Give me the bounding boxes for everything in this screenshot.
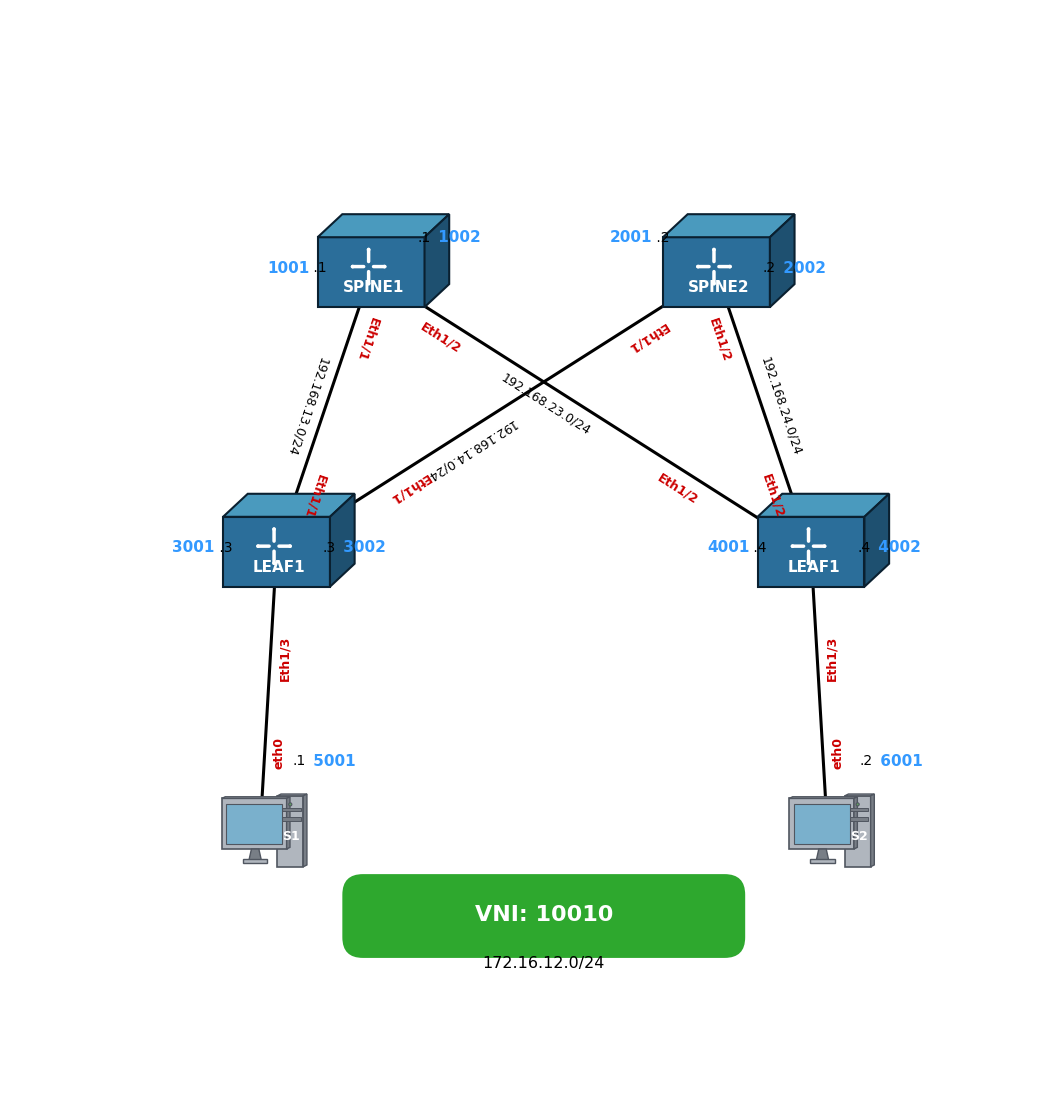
Text: 2002: 2002 — [778, 260, 827, 276]
Text: SPINE2: SPINE2 — [689, 280, 750, 295]
Text: Eth1/3: Eth1/3 — [825, 636, 838, 680]
Text: 192.168.24.0/24: 192.168.24.0/24 — [759, 355, 803, 457]
Bar — [243, 859, 267, 862]
Text: .2: .2 — [653, 230, 669, 245]
Polygon shape — [865, 494, 889, 586]
Circle shape — [856, 803, 859, 806]
Polygon shape — [663, 237, 770, 307]
Text: 172.16.12.0/24: 172.16.12.0/24 — [483, 956, 605, 971]
Polygon shape — [303, 794, 307, 867]
Polygon shape — [789, 799, 854, 849]
Text: .3: .3 — [323, 541, 335, 555]
Text: eth0: eth0 — [831, 737, 845, 768]
Text: LEAF1: LEAF1 — [253, 560, 306, 574]
Bar — [280, 808, 300, 811]
Polygon shape — [330, 494, 354, 586]
Bar — [794, 804, 850, 843]
Text: .2: .2 — [859, 754, 872, 768]
Polygon shape — [223, 517, 330, 586]
Text: Eth1/3: Eth1/3 — [279, 636, 292, 680]
Text: SPINE1: SPINE1 — [343, 280, 404, 295]
FancyBboxPatch shape — [343, 875, 745, 958]
Polygon shape — [816, 849, 829, 860]
Text: 3002: 3002 — [338, 541, 386, 555]
Text: .4: .4 — [857, 541, 870, 555]
Polygon shape — [317, 214, 449, 237]
Text: .1: .1 — [417, 230, 431, 245]
Text: Eth1/2: Eth1/2 — [760, 472, 786, 519]
Text: VNI: 10010: VNI: 10010 — [474, 905, 613, 925]
Text: Eth1/1: Eth1/1 — [354, 316, 381, 363]
Polygon shape — [223, 494, 354, 517]
Text: 6001: 6001 — [875, 754, 923, 768]
Polygon shape — [286, 796, 290, 849]
Text: .1: .1 — [292, 754, 306, 768]
Text: Eth1/2: Eth1/2 — [418, 321, 464, 355]
Bar — [848, 808, 868, 811]
Polygon shape — [758, 494, 889, 517]
Polygon shape — [277, 794, 307, 796]
Text: 2001: 2001 — [610, 230, 653, 245]
Text: .1: .1 — [310, 261, 327, 275]
Polygon shape — [222, 799, 286, 849]
Text: .2: .2 — [763, 261, 776, 275]
Bar — [280, 817, 300, 821]
Text: .3: .3 — [214, 541, 232, 555]
Polygon shape — [871, 794, 874, 867]
Bar — [226, 804, 282, 843]
Text: 192.168.23.0/24: 192.168.23.0/24 — [499, 372, 593, 438]
Polygon shape — [317, 237, 424, 307]
Text: 4001: 4001 — [707, 541, 749, 555]
Polygon shape — [249, 849, 261, 860]
Text: S2: S2 — [850, 831, 868, 843]
Text: Eth1/1: Eth1/1 — [387, 471, 432, 506]
Text: Eth1/1: Eth1/1 — [624, 321, 669, 355]
Text: 3001: 3001 — [173, 541, 214, 555]
Text: 192.168.13.0/24: 192.168.13.0/24 — [284, 355, 329, 457]
Bar — [848, 817, 868, 821]
Polygon shape — [845, 794, 874, 796]
Text: 1002: 1002 — [433, 230, 481, 245]
Polygon shape — [277, 796, 303, 867]
Polygon shape — [845, 796, 871, 867]
Text: 1001: 1001 — [267, 260, 310, 276]
Text: Eth1/2: Eth1/2 — [656, 471, 700, 506]
Circle shape — [289, 803, 292, 806]
Text: .4: .4 — [749, 541, 767, 555]
Text: Eth1/2: Eth1/2 — [707, 316, 733, 363]
Polygon shape — [222, 796, 290, 799]
Polygon shape — [424, 214, 449, 307]
Polygon shape — [789, 796, 857, 799]
Polygon shape — [758, 517, 865, 586]
Text: 5001: 5001 — [308, 754, 355, 768]
Text: LEAF1: LEAF1 — [787, 560, 839, 574]
Text: Eth1/1: Eth1/1 — [301, 472, 328, 519]
Text: S1: S1 — [282, 831, 300, 843]
Text: 192.168.14.0/24: 192.168.14.0/24 — [424, 417, 518, 483]
Polygon shape — [770, 214, 795, 307]
Bar — [811, 859, 835, 862]
Polygon shape — [854, 796, 857, 849]
Polygon shape — [663, 214, 795, 237]
Text: eth0: eth0 — [273, 737, 286, 768]
Text: 4002: 4002 — [872, 541, 921, 555]
